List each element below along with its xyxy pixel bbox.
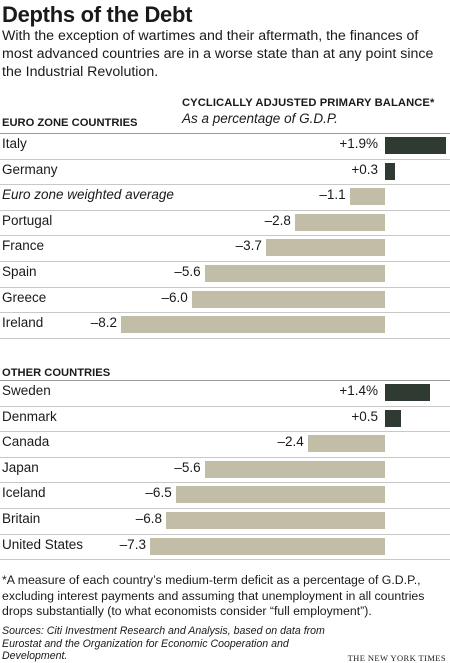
bar	[265, 239, 385, 257]
measure-title: CYCLICALLY ADJUSTED PRIMARY BALANCE*	[182, 97, 435, 109]
bar	[204, 460, 385, 478]
bar	[385, 137, 447, 154]
row-divider	[0, 508, 450, 509]
bar-row: Iceland –6.5	[0, 482, 450, 507]
row-divider	[0, 235, 450, 237]
data-label: –2.8	[264, 212, 291, 228]
row-divider	[0, 184, 450, 186]
bar-label: Iceland	[2, 485, 46, 501]
data-label: –2.4	[277, 434, 304, 450]
data-label: –6.5	[145, 485, 172, 501]
footnote: *A measure of each country’s medium-term…	[2, 573, 425, 618]
bar-row: Italy +1.9%	[0, 133, 450, 158]
credit-line: THE NEW YORK TIMES	[347, 653, 446, 663]
bar-row: Spain –5.6	[0, 261, 450, 286]
data-label: –6.0	[161, 289, 188, 305]
bar-row: Canada –2.4	[0, 431, 450, 456]
bar-row: Japan –5.6	[0, 457, 450, 482]
bar-label: Denmark	[2, 408, 57, 424]
data-label: –7.3	[119, 536, 146, 552]
bar-label: Canada	[2, 434, 50, 450]
row-divider	[0, 559, 450, 561]
row-divider	[0, 533, 450, 535]
data-label: +0.5	[351, 408, 378, 424]
bar-row: France –3.7	[0, 235, 450, 260]
row-divider	[0, 482, 450, 484]
row-divider	[0, 312, 450, 314]
row-divider	[0, 405, 450, 407]
bar-label: United States	[2, 536, 84, 552]
bar-row: Greece –6.0	[0, 287, 450, 312]
data-label: +1.4%	[339, 383, 378, 398]
bar-row: Denmark +0.5	[0, 406, 450, 431]
bar	[175, 486, 385, 504]
bar-label: Italy	[2, 136, 27, 151]
bar	[385, 409, 402, 427]
chart-title: Depths of the Debt	[2, 2, 193, 27]
bar	[307, 435, 385, 453]
measure-subtitle: As a percentage of G.D.P.	[182, 111, 338, 126]
bar-row: Ireland –8.2	[0, 312, 450, 337]
bar-row: Sweden +1.4%	[0, 380, 450, 405]
chart-subtitle: With the exception of wartimes and their…	[2, 28, 434, 80]
row-divider	[0, 133, 450, 134]
bar-row: Germany +0.3	[0, 159, 450, 184]
bar	[349, 188, 385, 206]
data-label: –6.8	[135, 511, 163, 526]
bar-label: Ireland	[2, 315, 44, 331]
data-label: +1.9%	[339, 136, 378, 151]
data-label: –1.1	[319, 187, 346, 203]
row-divider	[0, 431, 450, 433]
row-divider	[0, 337, 450, 339]
row-divider	[0, 286, 450, 288]
row-divider	[0, 158, 450, 160]
bar-label: France	[2, 238, 45, 254]
section-heading: OTHER COUNTRIES	[2, 367, 111, 379]
bar-row: United States –7.3	[0, 534, 450, 559]
bar	[191, 290, 385, 308]
bar-label: Euro zone weighted average	[2, 187, 174, 203]
bar-label: Sweden	[2, 383, 51, 398]
bar	[204, 265, 385, 282]
data-label: –8.2	[90, 315, 117, 331]
data-label: –5.6	[174, 264, 201, 279]
bar-label: Spain	[2, 264, 37, 279]
bar-row: Portugal –2.8	[0, 210, 450, 235]
bar	[166, 512, 385, 529]
row-divider	[0, 380, 450, 381]
bar	[149, 537, 385, 555]
section-heading: EURO ZONE COUNTRIES	[2, 117, 138, 129]
row-divider	[0, 261, 450, 262]
bar	[385, 384, 431, 401]
bar-label: Germany	[2, 161, 58, 177]
data-label: +0.3	[351, 161, 378, 177]
bar	[120, 316, 385, 334]
row-divider	[0, 209, 450, 211]
bar-label: Japan	[2, 459, 39, 475]
sources-note: Sources: Citi Investment Research and An…	[2, 625, 325, 662]
bar	[294, 213, 385, 231]
bar-label: Britain	[2, 511, 41, 526]
bar-label: Greece	[2, 289, 47, 305]
bar-row: Britain –6.8	[0, 508, 450, 533]
bar	[385, 162, 395, 180]
data-label: –5.6	[174, 459, 201, 475]
row-divider	[0, 456, 450, 458]
bar-row: Euro zone weighted average –1.1	[0, 184, 450, 209]
data-label: –3.7	[235, 238, 262, 254]
bar-label: Portugal	[2, 212, 53, 228]
